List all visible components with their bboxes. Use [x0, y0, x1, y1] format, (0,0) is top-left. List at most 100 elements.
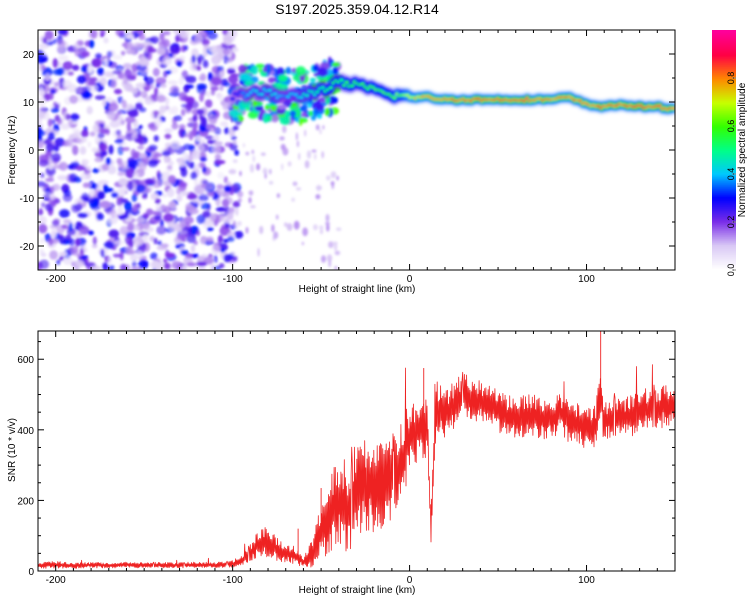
- noise-speckle: [271, 224, 275, 233]
- colorbar-cell: [712, 214, 736, 217]
- noise-blob: [73, 42, 80, 51]
- noise-blob: [191, 149, 201, 160]
- noise-blob: [92, 168, 100, 174]
- noise-blob: [98, 142, 108, 152]
- noise-blob: [196, 230, 201, 237]
- ridge-core-cell: [304, 93, 310, 98]
- spectrogram-x-tick-label: -200: [46, 274, 66, 285]
- noise-blob: [159, 171, 171, 181]
- noise-blob: [228, 65, 239, 70]
- snr-x-tick-label: 0: [407, 575, 413, 586]
- noise-blob: [206, 91, 211, 98]
- noise-blob: [228, 127, 233, 137]
- noise-blob: [108, 264, 115, 270]
- noise-speckle: [304, 129, 307, 137]
- noise-blob: [106, 97, 113, 103]
- noise-blob: [102, 99, 107, 107]
- colorbar-cell: [712, 196, 736, 199]
- onset-blob: [239, 73, 250, 81]
- colorbar-cell: [712, 162, 736, 165]
- colorbar-cell: [712, 212, 736, 215]
- noise-blob: [211, 244, 221, 255]
- noise-blob: [202, 89, 207, 96]
- snr-y-tick-label: 0: [28, 567, 34, 578]
- colorbar-cell: [712, 174, 736, 177]
- noise-blob: [189, 144, 196, 152]
- colorbar-cell: [712, 180, 736, 183]
- colorbar-cell: [712, 80, 736, 83]
- noise-speckle: [249, 163, 255, 173]
- noise-blob: [144, 178, 155, 185]
- noise-blob: [66, 228, 76, 236]
- colorbar-cell: [712, 220, 736, 223]
- noise-blob: [237, 221, 242, 226]
- colorbar-cell: [712, 198, 736, 201]
- noise-blob: [160, 243, 169, 248]
- noise-speckle: [233, 220, 236, 227]
- colorbar-cell: [712, 94, 736, 97]
- onset-blob: [332, 97, 338, 104]
- noise-blob: [149, 36, 160, 44]
- noise-speckle: [295, 187, 302, 191]
- noise-blob: [121, 50, 126, 56]
- noise-blob: [199, 93, 204, 102]
- noise-blob: [126, 75, 137, 81]
- noise-blob: [57, 175, 68, 181]
- noise-blob: [220, 121, 229, 127]
- spectrogram-y-tick-label: 0: [28, 146, 34, 157]
- noise-blob: [81, 51, 90, 58]
- noise-blob: [179, 30, 190, 39]
- noise-blob: [201, 39, 210, 45]
- noise-blob: [89, 77, 98, 82]
- noise-blob: [50, 152, 62, 162]
- snr-panel: -200 -100 0 100 0 200 400 600 Height of straigh…: [7, 330, 676, 596]
- noise-speckle: [295, 132, 298, 141]
- colorbar-cell: [712, 252, 736, 255]
- noise-blob: [196, 65, 201, 71]
- colorbar-cell: [712, 72, 736, 75]
- noise-blob: [52, 58, 58, 68]
- onset-blob: [277, 104, 287, 110]
- noise-blob: [230, 135, 237, 141]
- noise-blob: [70, 113, 80, 122]
- noise-blob: [217, 66, 224, 71]
- noise-blob: [79, 249, 85, 255]
- spectrogram-noise: [38, 30, 342, 270]
- noise-blob: [173, 115, 182, 122]
- noise-blob: [38, 125, 43, 136]
- noise-blob: [132, 151, 141, 159]
- colorbar-cell: [712, 50, 736, 53]
- colorbar-cell: [712, 112, 736, 115]
- noise-speckle: [319, 225, 324, 230]
- noise-blob: [75, 237, 80, 247]
- noise-blob: [188, 130, 194, 141]
- spectrogram-y-tick-label: -20: [20, 242, 35, 253]
- noise-blob: [101, 163, 110, 171]
- noise-blob: [170, 222, 179, 233]
- noise-blob: [103, 71, 114, 78]
- onset-blob: [268, 77, 276, 84]
- colorbar-cell: [712, 216, 736, 219]
- noise-blob: [88, 64, 93, 73]
- onset-blob: [266, 64, 272, 75]
- noise-blob: [187, 227, 193, 236]
- noise-blob: [162, 30, 171, 36]
- noise-blob: [177, 234, 187, 241]
- noise-blob: [54, 139, 61, 147]
- colorbar-cell: [712, 234, 736, 237]
- noise-speckle: [322, 125, 325, 130]
- noise-blob: [50, 107, 60, 113]
- noise-blob: [118, 162, 125, 170]
- colorbar-cell: [712, 48, 736, 51]
- noise-speckle: [293, 220, 300, 230]
- colorbar-cell: [712, 250, 736, 253]
- colorbar-cell: [712, 224, 736, 227]
- noise-blob: [171, 122, 179, 130]
- colorbar-cell: [712, 186, 736, 189]
- noise-blob: [138, 259, 149, 269]
- noise-blob: [38, 118, 43, 124]
- noise-blob: [211, 45, 217, 55]
- noise-blob: [201, 179, 209, 185]
- noise-blob: [179, 230, 188, 235]
